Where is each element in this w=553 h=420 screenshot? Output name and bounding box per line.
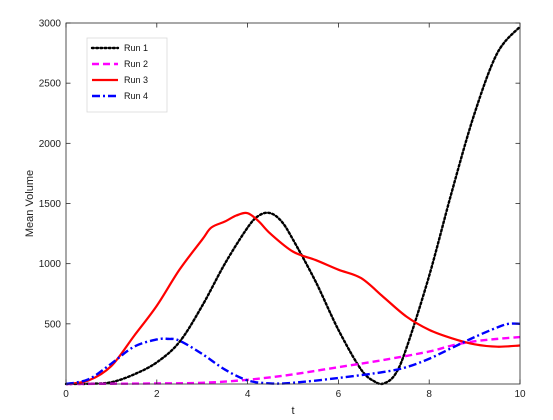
x-tick-label: 0: [63, 389, 69, 400]
legend-label-3: Run 3: [124, 75, 148, 85]
y-tick-label: 2000: [39, 139, 62, 150]
x-axis-label: t: [291, 405, 294, 417]
y-tick-label: 1500: [39, 199, 62, 210]
series-line-1: [64, 25, 522, 386]
legend: Run 1 Run 2 Run 3 Run 4: [86, 37, 168, 113]
ticks-layer: 0 2 4 6 8 10 500 1000 1500 2000 2500 3000: [39, 19, 526, 401]
legend-label-2: Run 2: [124, 59, 148, 69]
series-line-3: [65, 211, 521, 386]
series-line-4: [65, 322, 521, 386]
y-tick-label: 2500: [39, 79, 62, 90]
x-tick-label: 6: [336, 389, 342, 400]
y-tick-label: 500: [44, 319, 61, 330]
x-tick-label: 4: [245, 389, 251, 400]
x-tick-label: 10: [514, 389, 526, 400]
y-axis-label: Mean Volume: [24, 170, 36, 237]
y-tick-label: 1000: [39, 259, 62, 270]
x-tick-label: 2: [154, 389, 160, 400]
x-tick-label: 8: [426, 389, 432, 400]
legend-box: [86, 37, 168, 113]
legend-label-1: Run 1: [124, 43, 148, 53]
y-tick-label: 3000: [39, 19, 62, 30]
legend-label-4: Run 4: [124, 91, 148, 101]
